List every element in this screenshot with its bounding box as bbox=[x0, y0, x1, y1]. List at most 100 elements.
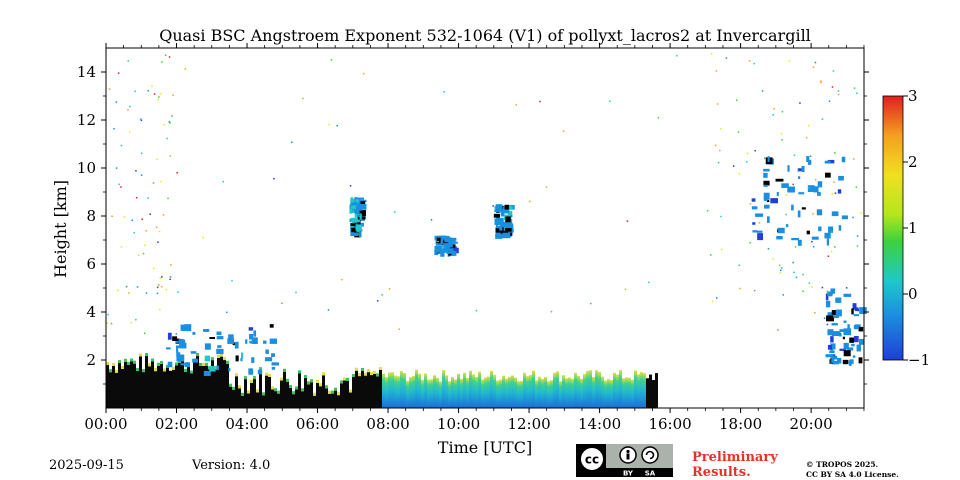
bl-column bbox=[616, 374, 619, 408]
bl-edge bbox=[124, 358, 127, 362]
plot-area bbox=[106, 48, 864, 408]
bl-column bbox=[367, 372, 370, 408]
bl-column bbox=[394, 375, 397, 408]
feature-cell bbox=[184, 324, 192, 332]
noise-dot bbox=[778, 264, 781, 267]
feature-cell bbox=[853, 314, 860, 317]
feature-cell bbox=[801, 166, 805, 173]
bl-column bbox=[385, 376, 388, 408]
bl-column bbox=[259, 370, 262, 408]
bl-column bbox=[388, 372, 391, 408]
feature-cell bbox=[504, 223, 512, 231]
feature-cell bbox=[434, 245, 438, 250]
noise-dot bbox=[832, 70, 835, 72]
noise-dot bbox=[125, 285, 128, 288]
noise-dot bbox=[797, 170, 800, 173]
noise-dot bbox=[107, 313, 109, 316]
noise-dot bbox=[443, 91, 445, 93]
bl-edge bbox=[244, 376, 247, 380]
bl-column bbox=[499, 379, 502, 408]
bl-column bbox=[469, 370, 472, 408]
bl-column bbox=[187, 365, 190, 408]
noise-dot bbox=[812, 66, 815, 69]
noise-dot bbox=[127, 60, 129, 62]
bl-edge bbox=[190, 370, 193, 374]
feature-cell bbox=[766, 199, 770, 203]
feature-cell bbox=[253, 330, 257, 337]
noise-dot bbox=[169, 155, 172, 157]
noise-dot bbox=[781, 267, 783, 269]
noise-dot bbox=[159, 308, 161, 311]
noise-dot bbox=[398, 328, 400, 330]
feature-cell bbox=[355, 199, 360, 203]
feature-cell bbox=[767, 156, 770, 162]
noise-dot bbox=[833, 181, 835, 183]
bl-column bbox=[604, 380, 607, 408]
feature-cell bbox=[830, 292, 834, 295]
bl-edge bbox=[154, 368, 157, 372]
noise-dot bbox=[808, 187, 810, 189]
feature-cell bbox=[816, 209, 823, 216]
noise-dot bbox=[831, 86, 834, 88]
noise-dot bbox=[852, 158, 855, 160]
bl-column bbox=[541, 378, 544, 408]
feature-cell bbox=[209, 337, 215, 340]
noise-dot bbox=[160, 285, 163, 288]
bl-edge bbox=[157, 362, 160, 366]
noise-dot bbox=[169, 122, 171, 124]
feature-cell bbox=[216, 336, 224, 340]
bl-column bbox=[610, 379, 613, 408]
bl-column bbox=[655, 373, 658, 408]
bl-column bbox=[403, 372, 406, 408]
noise-dot bbox=[139, 118, 142, 120]
feature-cell bbox=[450, 244, 456, 252]
bl-column bbox=[289, 387, 292, 408]
bl-column bbox=[598, 371, 601, 408]
feature-cell bbox=[351, 227, 357, 233]
bl-column bbox=[436, 377, 439, 408]
feature-cell bbox=[828, 226, 834, 233]
noise-dot bbox=[290, 141, 293, 144]
y-tick-label: 14 bbox=[77, 63, 96, 81]
feature-cell bbox=[797, 210, 801, 218]
noise-dot bbox=[141, 218, 143, 221]
feature-cell bbox=[839, 348, 847, 351]
bl-column bbox=[592, 377, 595, 408]
license-sa: SA bbox=[645, 470, 656, 478]
bl-column bbox=[406, 380, 409, 408]
noise-dot bbox=[156, 292, 159, 295]
feature-cell bbox=[757, 233, 764, 241]
bl-column bbox=[328, 393, 331, 408]
bl-column bbox=[505, 378, 508, 408]
noise-dot bbox=[809, 155, 812, 157]
bl-edge bbox=[289, 384, 292, 388]
feature-cell bbox=[752, 230, 758, 233]
bl-edge bbox=[322, 372, 325, 376]
feature-cell bbox=[755, 213, 764, 217]
bl-column bbox=[358, 376, 361, 408]
bl-column bbox=[175, 365, 178, 408]
y-tick-label: 10 bbox=[77, 159, 96, 177]
feature-cloud-9h bbox=[434, 235, 459, 257]
colorbar-tick-label: 1 bbox=[908, 219, 918, 237]
bl-edge bbox=[268, 373, 271, 377]
noise-dot bbox=[720, 248, 723, 251]
bl-column bbox=[577, 375, 580, 408]
noise-dot bbox=[153, 267, 155, 270]
noise-dot bbox=[156, 286, 159, 289]
bl-edge bbox=[253, 376, 256, 380]
bl-edge bbox=[298, 370, 301, 374]
bl-column bbox=[310, 382, 313, 408]
bl-column bbox=[130, 361, 133, 408]
feature-cell bbox=[843, 350, 851, 357]
noise-dot bbox=[780, 269, 782, 272]
noise-dot bbox=[792, 183, 794, 186]
bl-column bbox=[586, 370, 589, 408]
feature-cell bbox=[826, 238, 829, 246]
y-tick-label: 12 bbox=[77, 111, 96, 129]
noise-dot bbox=[812, 245, 815, 248]
feature-cell bbox=[826, 315, 835, 322]
bl-column bbox=[136, 371, 139, 408]
bl-edge bbox=[160, 360, 163, 364]
noise-dot bbox=[117, 72, 120, 74]
